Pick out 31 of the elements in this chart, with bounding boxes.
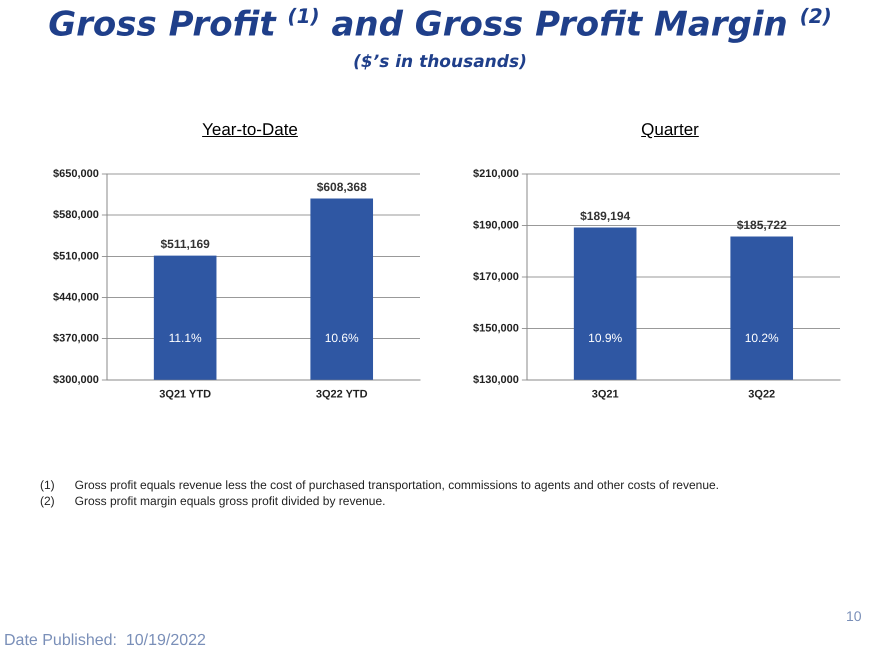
y-tick-label: $580,000 xyxy=(52,209,99,222)
annotation: 10.2% xyxy=(744,330,780,345)
x-tick-label: 3Q21 xyxy=(592,388,619,400)
y-tick-label: $130,000 xyxy=(472,374,519,386)
data-label: $189,194 xyxy=(580,208,631,223)
y-tick-label: $190,000 xyxy=(472,219,519,232)
x-tick-label: 3Q22 xyxy=(748,388,776,400)
y-tick-label: $440,000 xyxy=(52,292,99,304)
y-tick-label: $510,000 xyxy=(52,250,99,262)
chart-title: Year-to-Date xyxy=(201,120,299,141)
annotation: 11.1% xyxy=(168,330,202,345)
text: ($’s in thousands) xyxy=(352,52,528,72)
y-tick-label: $370,000 xyxy=(52,332,99,345)
y-tick-label: $150,000 xyxy=(472,322,519,334)
y-tick-label: $650,000 xyxy=(52,168,99,180)
text: Gross Profit $^{(1)}$ and Gross Profit Margin $^{(2)}$ xyxy=(47,4,833,44)
data-label: $511,169 xyxy=(160,236,210,251)
x-tick-label: 3Q22 YTD xyxy=(316,388,368,400)
y-tick-label: $210,000 xyxy=(472,168,519,180)
text: 10 xyxy=(846,608,862,624)
annotation: 10.6% xyxy=(324,330,360,345)
data-label: $185,722 xyxy=(736,218,788,232)
data-label: $608,368 xyxy=(316,180,368,194)
y-tick-label: $170,000 xyxy=(472,270,519,283)
annotation: 10.9% xyxy=(588,330,622,345)
y-tick-label: $300,000 xyxy=(52,374,99,386)
text: (1) Gross profit equals revenue less the cost of purchased transportation, commissions to agents and other costs of revenue. xyxy=(40,478,720,492)
text: Date Published: 10/19/2022 xyxy=(4,632,206,650)
x-tick-label: 3Q21 YTD xyxy=(159,388,212,400)
text: (2) Gross profit margin equals gross profit divided by revenue. xyxy=(40,494,386,508)
chart-title: Quarter xyxy=(640,120,700,141)
